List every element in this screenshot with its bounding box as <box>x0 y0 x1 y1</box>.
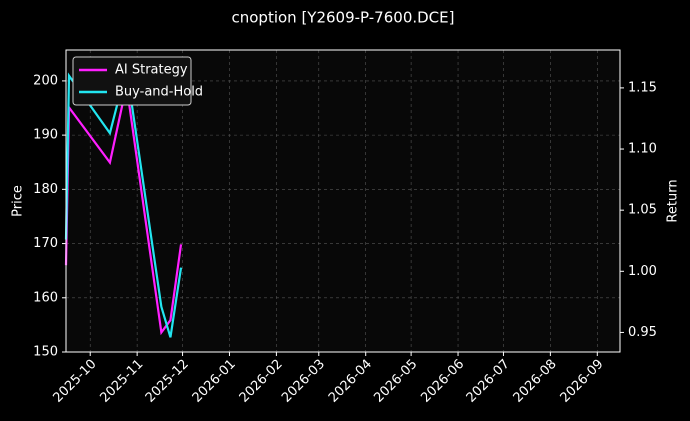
y-axis-label: Price <box>11 185 26 217</box>
y2-tick-label: 1.10 <box>628 142 657 157</box>
plot-frame <box>65 49 621 353</box>
y2-tick-label: 1.00 <box>628 264 657 279</box>
y-tick-label: 180 <box>33 182 58 197</box>
y-tick-label: 150 <box>33 345 58 360</box>
legend-label: Buy-and-Hold <box>115 85 203 100</box>
legend-label: AI Strategy <box>115 63 188 78</box>
y2-axis-label: Return <box>666 179 681 222</box>
chart-title: cnoption [Y2609-P-7600.DCE] <box>232 9 455 27</box>
y-tick-label: 200 <box>33 73 58 88</box>
y-tick-label: 170 <box>33 236 58 251</box>
y2-tick-label: 1.05 <box>628 203 657 218</box>
y-tick-label: 160 <box>33 290 58 305</box>
y-tick-label: 190 <box>33 128 58 143</box>
y2-tick-label: 1.15 <box>628 80 657 95</box>
y2-tick-label: 0.95 <box>628 325 657 340</box>
